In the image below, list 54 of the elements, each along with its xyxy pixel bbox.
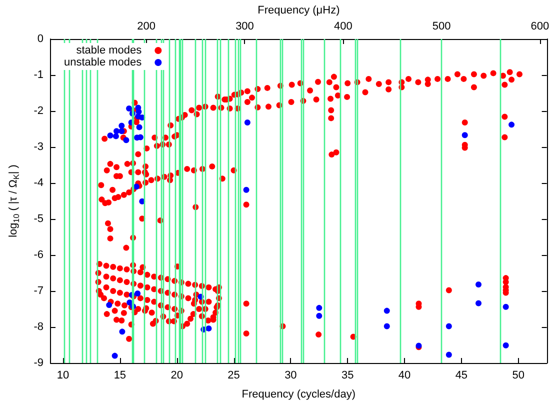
x-tick-label: 50 <box>512 370 524 382</box>
x2-tick-label: 500 <box>432 20 451 32</box>
x-tick-label: 20 <box>170 370 183 382</box>
point <box>112 352 118 359</box>
x2-tick-label: 300 <box>236 20 254 32</box>
point <box>126 105 132 112</box>
point <box>462 132 468 138</box>
x-tick-label: 30 <box>284 370 297 382</box>
point <box>446 323 452 330</box>
y-tick-label: -5 <box>34 213 44 225</box>
y-tick-label: -1 <box>34 69 44 81</box>
point <box>107 132 114 138</box>
x2-axis-title: Frequency (μHz) <box>258 4 340 17</box>
point <box>206 325 212 332</box>
point <box>118 122 125 129</box>
point <box>384 323 390 330</box>
point <box>106 302 112 308</box>
y-tick-label: -4 <box>34 177 44 189</box>
x2-tick-label: 200 <box>137 20 156 32</box>
x-tick-label: 25 <box>228 370 240 382</box>
x2-tick-label: 400 <box>334 20 352 32</box>
point <box>476 300 482 306</box>
x-axis-title: Frequency (cycles/day) <box>242 388 356 400</box>
y-tick-label: -7 <box>34 285 44 297</box>
point <box>316 312 322 319</box>
x2-tick-label: 600 <box>530 20 550 32</box>
y-tick-label: -9 <box>34 357 44 369</box>
y-tick-label: 0 <box>37 33 44 45</box>
legend-label: unstable modes <box>64 56 142 68</box>
y-tick-label: -6 <box>34 249 44 261</box>
point <box>316 304 322 311</box>
point <box>476 282 482 288</box>
x-tick-label: 45 <box>455 370 468 382</box>
legend-label: stable modes <box>76 44 142 56</box>
point <box>384 308 390 314</box>
point <box>243 186 250 193</box>
point <box>136 124 142 130</box>
y-tick-label: -2 <box>34 105 44 117</box>
point <box>112 133 119 140</box>
point <box>244 120 250 126</box>
point <box>119 328 126 335</box>
x-tick-label: 10 <box>56 370 70 382</box>
x-tick-label: 40 <box>398 370 411 382</box>
point <box>502 342 509 348</box>
y-axis-title: log10 ( |τ / ΩK| ) <box>8 164 21 238</box>
point <box>502 304 509 310</box>
y-tick-label: -8 <box>34 321 44 333</box>
y-tick-label: -3 <box>34 141 44 153</box>
point <box>123 137 130 144</box>
point <box>508 122 515 128</box>
x-tick-label: 35 <box>341 370 354 382</box>
x-tick-label: 15 <box>114 370 126 382</box>
point <box>446 352 452 358</box>
point <box>134 290 141 297</box>
